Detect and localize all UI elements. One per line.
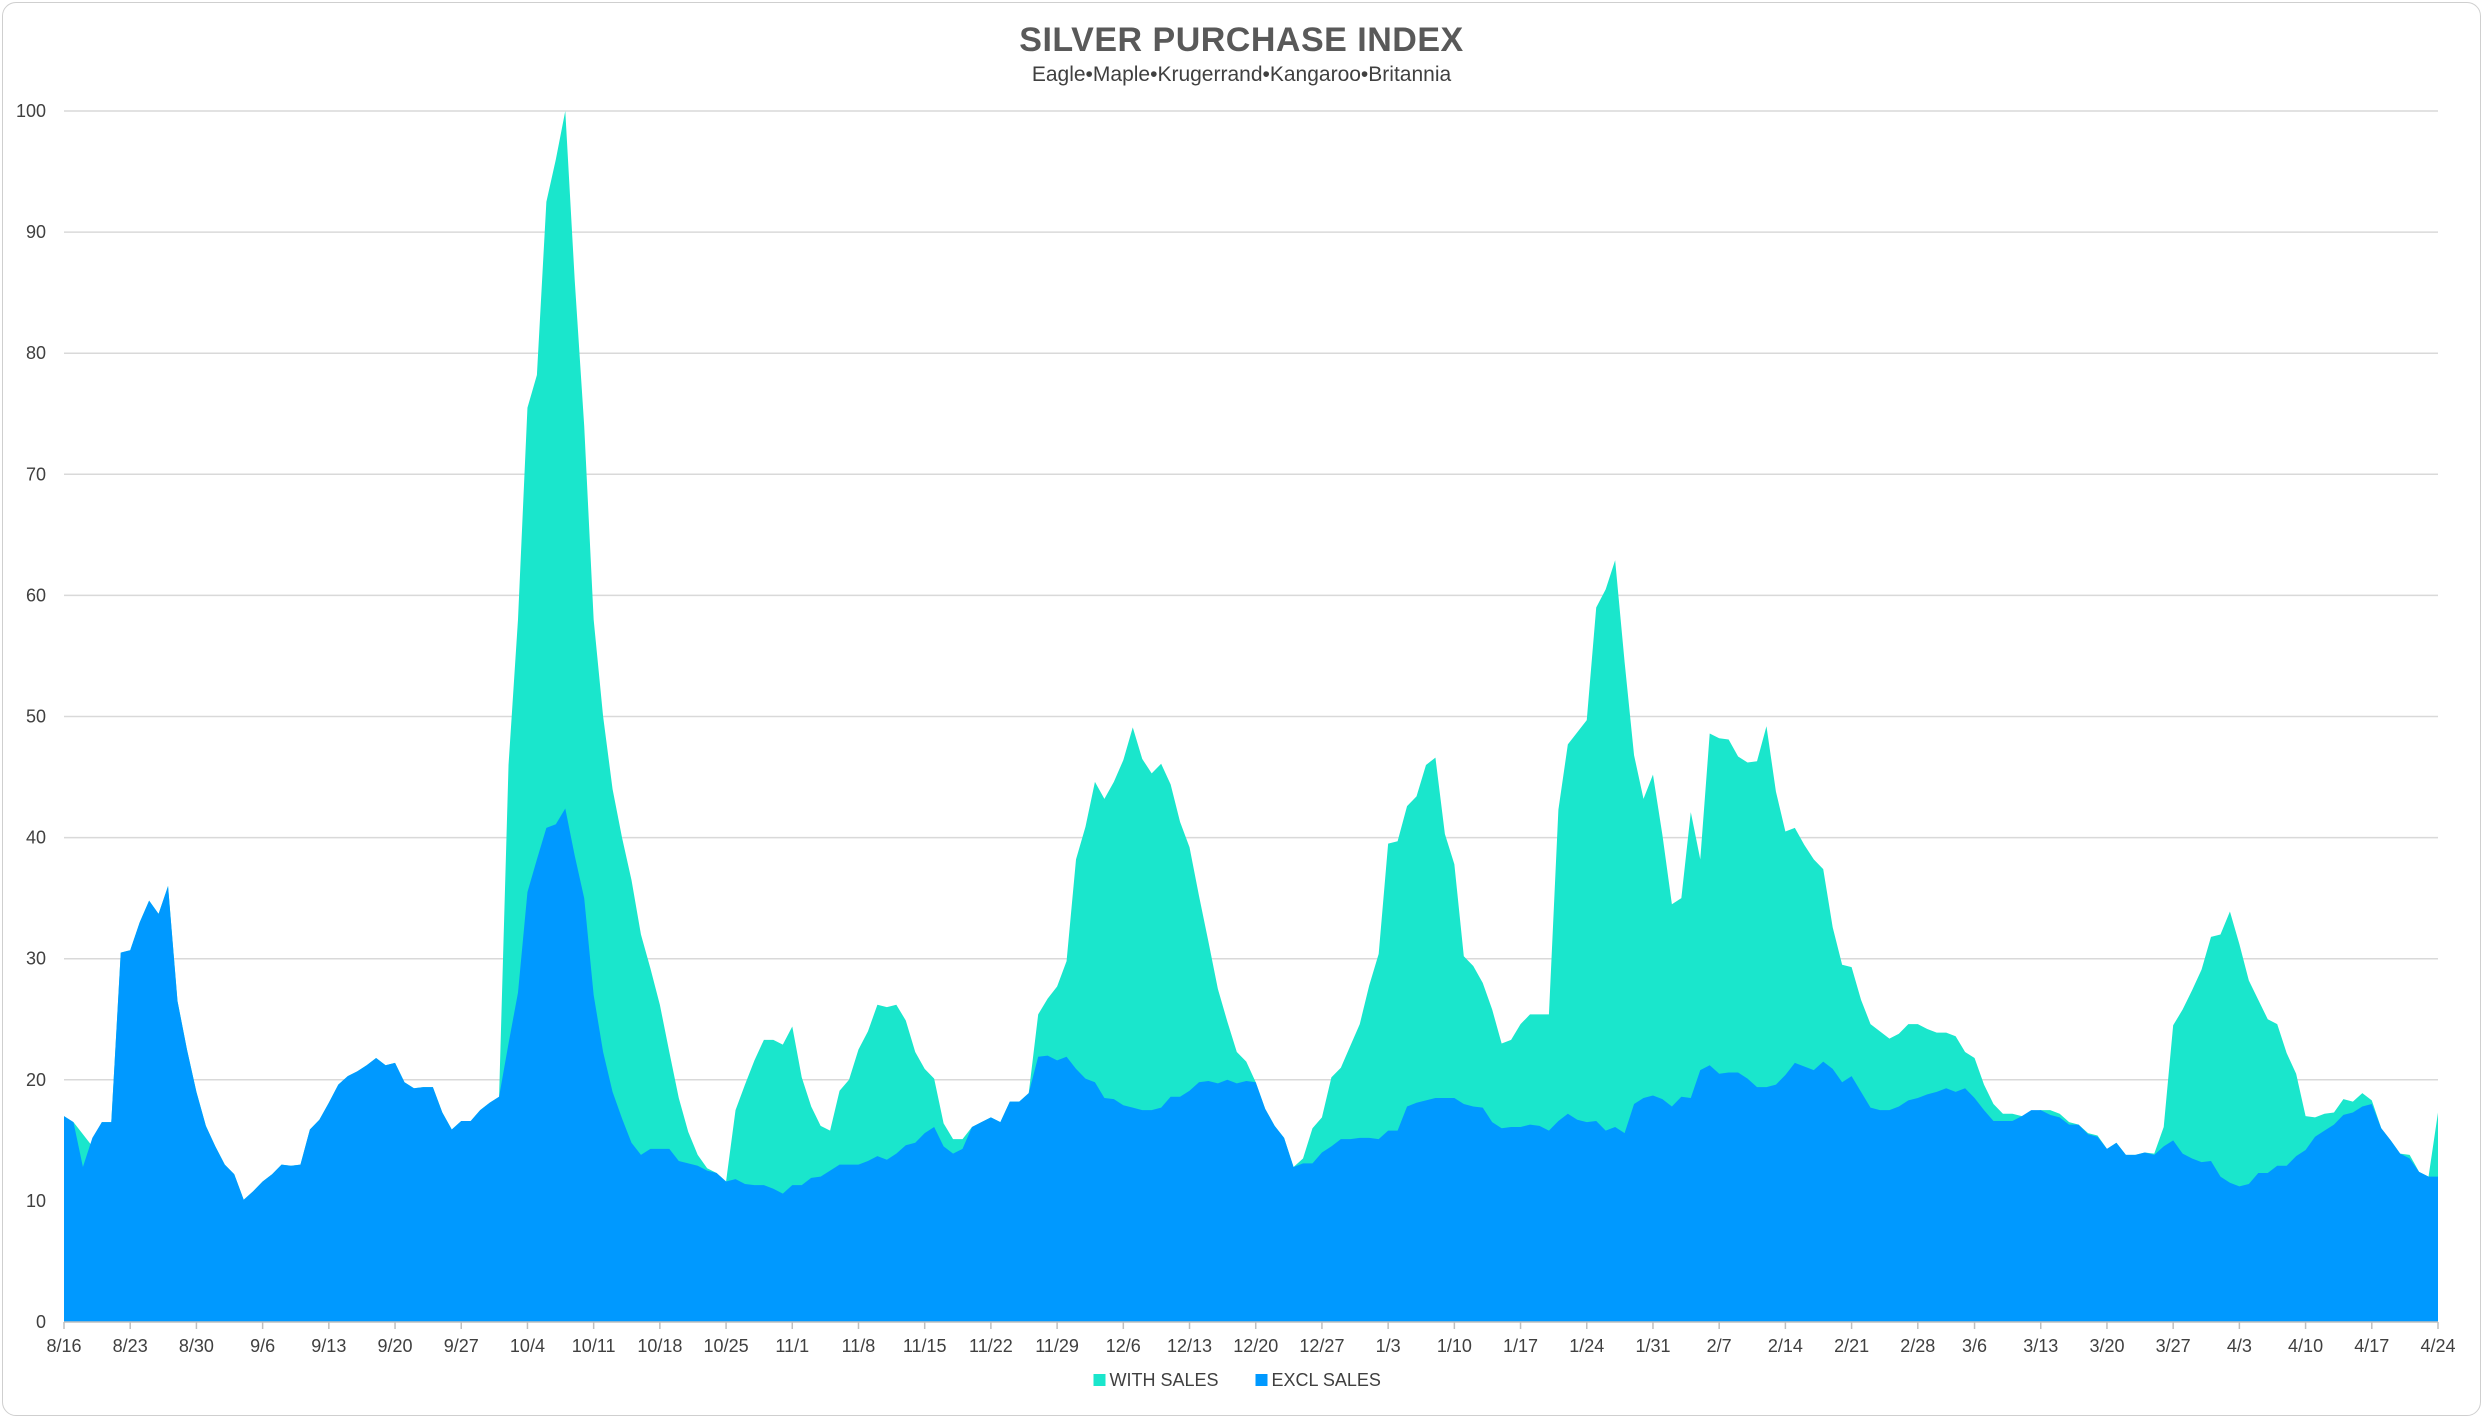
x-tick-label: 10/18	[637, 1336, 682, 1356]
y-tick-label: 90	[26, 222, 46, 242]
x-tick-label: 10/11	[572, 1336, 616, 1356]
x-tick-label: 9/20	[378, 1336, 413, 1356]
area-series	[64, 111, 2438, 1322]
x-tick-label: 4/3	[2227, 1336, 2252, 1356]
area-series-with-sales	[64, 111, 2438, 1322]
x-tick-label: 9/6	[250, 1336, 275, 1356]
x-tick-label: 12/20	[1233, 1336, 1278, 1356]
legend-label-with-sales: WITH SALES	[1110, 1370, 1219, 1390]
y-tick-label: 80	[26, 343, 46, 363]
y-tick-label: 20	[26, 1070, 46, 1090]
x-tick-label: 1/24	[1569, 1336, 1604, 1356]
x-tick-label: 2/28	[1900, 1336, 1935, 1356]
x-tick-label: 1/17	[1503, 1336, 1538, 1356]
y-tick-label: 70	[26, 464, 46, 484]
x-tick-label: 4/24	[2420, 1336, 2455, 1356]
y-tick-label: 60	[26, 585, 46, 605]
x-tick-label: 4/10	[2288, 1336, 2323, 1356]
x-tick-label: 1/10	[1437, 1336, 1472, 1356]
x-tick-label: 8/16	[46, 1336, 81, 1356]
y-tick-label: 10	[26, 1191, 46, 1211]
axes: 0 10 20 30 40 50 60 70 80 90 100 8/16 8/23 8/30 9/6 9/1…	[16, 101, 2456, 1356]
x-tick-label: 3/20	[2089, 1336, 2124, 1356]
x-tick-label: 9/27	[444, 1336, 479, 1356]
y-tick-label: 100	[16, 101, 46, 121]
x-tick-label: 11/8	[842, 1336, 876, 1356]
x-tick-label: 1/3	[1376, 1336, 1401, 1356]
area-series-excl-sales	[64, 808, 2438, 1322]
x-tick-label: 3/6	[1962, 1336, 1987, 1356]
y-tick-label: 40	[26, 828, 46, 848]
x-tick-label: 1/31	[1635, 1336, 1670, 1356]
x-tick-label: 12/6	[1106, 1336, 1141, 1356]
legend-label-excl-sales: EXCL SALES	[1272, 1370, 1381, 1390]
y-tick-label: 0	[36, 1312, 46, 1332]
legend-swatch-with-sales	[1093, 1374, 1106, 1386]
x-tick-label: 10/25	[704, 1336, 749, 1356]
y-tick-label: 30	[26, 949, 46, 969]
x-tick-label: 2/21	[1834, 1336, 1869, 1356]
x-tick-label: 8/30	[179, 1336, 214, 1356]
x-tick-label: 4/17	[2354, 1336, 2389, 1356]
legend: WITH SALES EXCL SALES	[1093, 1370, 1381, 1390]
chart-subtitle: Eagle•Maple•Krugerrand•Kangaroo•Britanni…	[1031, 63, 1452, 86]
grid-lines	[64, 110, 2438, 1202]
x-tick-label: 2/14	[1768, 1336, 1803, 1356]
x-tick-label: 12/13	[1167, 1336, 1212, 1356]
x-tick-label: 9/13	[311, 1336, 346, 1356]
x-tick-label: 11/15	[903, 1336, 947, 1356]
y-tick-label: 50	[26, 707, 46, 727]
x-tick-label: 11/1	[775, 1336, 809, 1356]
legend-swatch-excl-sales	[1255, 1374, 1268, 1386]
x-tick-label: 12/27	[1299, 1336, 1344, 1356]
x-tick-label: 8/23	[113, 1336, 148, 1356]
chart-title: SILVER PURCHASE INDEX	[1019, 21, 1464, 59]
x-tick-label: 10/4	[510, 1336, 545, 1356]
x-tick-label: 3/27	[2156, 1336, 2191, 1356]
x-tick-label: 3/13	[2023, 1336, 2058, 1356]
x-tick-label: 11/22	[969, 1336, 1013, 1356]
x-tick-label: 11/29	[1035, 1336, 1079, 1356]
x-tick-label: 2/7	[1707, 1336, 1732, 1356]
